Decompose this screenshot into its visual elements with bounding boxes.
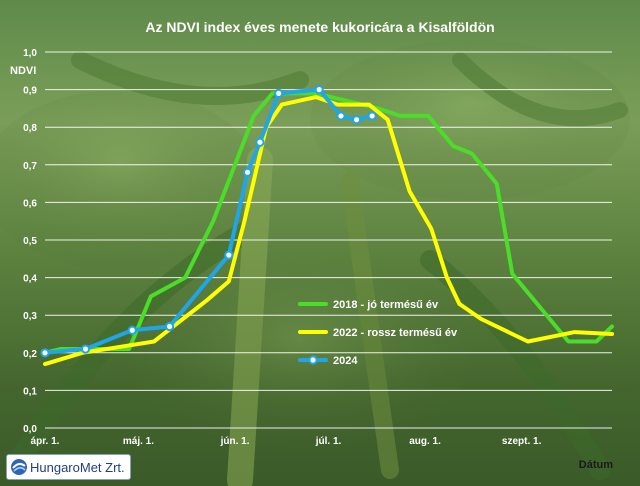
y-tick-label: 0,1 xyxy=(23,386,37,397)
series-point xyxy=(40,348,50,358)
x-tick-label: aug. 1. xyxy=(409,436,441,447)
background-foliage xyxy=(0,40,630,486)
y-tick-label: 0,3 xyxy=(23,311,37,322)
series-point xyxy=(242,167,253,177)
series-point xyxy=(314,85,324,95)
data-series xyxy=(40,85,614,367)
series-line-2 xyxy=(43,95,614,367)
series-point xyxy=(336,111,346,121)
series-point xyxy=(80,344,91,354)
legend: 2018 - jó termésű év 2022 - rossz termésű… xyxy=(298,299,458,367)
chart-title: Az NDVI index éves menete kukoricára a K… xyxy=(145,19,494,35)
y-tick-labels: 0,0 0,1 0,2 0,3 0,4 0,5 0,6 0,7 0,8 0,9 1,0 xyxy=(23,48,37,435)
x-tick-label: szept. 1. xyxy=(502,436,542,447)
hungaromet-swirl-icon xyxy=(11,459,27,475)
legend-marker xyxy=(308,355,318,365)
y-tick-label: 0,8 xyxy=(23,123,37,134)
y-tick-label: 0,7 xyxy=(23,161,37,172)
y-axis-label: NDVI xyxy=(10,65,36,77)
x-tick-labels: ápr. 1. máj. 1. jún. 1. júl. 1. aug. 1. szept… xyxy=(31,436,542,447)
y-tick-label: 0,6 xyxy=(23,198,37,209)
series-point xyxy=(255,137,265,147)
series-point xyxy=(127,325,137,335)
legend-label: 2024 xyxy=(333,355,358,367)
series-point xyxy=(165,321,175,332)
legend-label: 2022 - rossz termésű év xyxy=(333,327,458,339)
y-tick-label: 0,4 xyxy=(23,274,37,285)
x-tick-label: ápr. 1. xyxy=(31,436,60,447)
logo-text: HungaroMet Zrt. xyxy=(30,459,125,475)
y-tick-label: 0,0 xyxy=(23,424,37,435)
y-tick-label: 1,0 xyxy=(23,48,37,59)
x-tick-label: júl. 1. xyxy=(315,436,342,447)
x-tick-label: jún. 1. xyxy=(220,436,250,447)
hungaromet-logo: HungaroMet Zrt. xyxy=(6,454,131,480)
y-tick-label: 0,9 xyxy=(23,86,37,97)
series-point xyxy=(367,111,377,121)
legend-label: 2018 - jó termésű év xyxy=(333,299,439,311)
series-point xyxy=(274,88,284,98)
y-tick-label: 0,2 xyxy=(23,349,37,360)
series-point xyxy=(351,115,362,125)
y-tick-label: 0,5 xyxy=(23,236,37,247)
x-axis-label: Dátum xyxy=(579,459,613,471)
series-point xyxy=(224,250,234,260)
x-tick-label: máj. 1. xyxy=(123,436,154,447)
